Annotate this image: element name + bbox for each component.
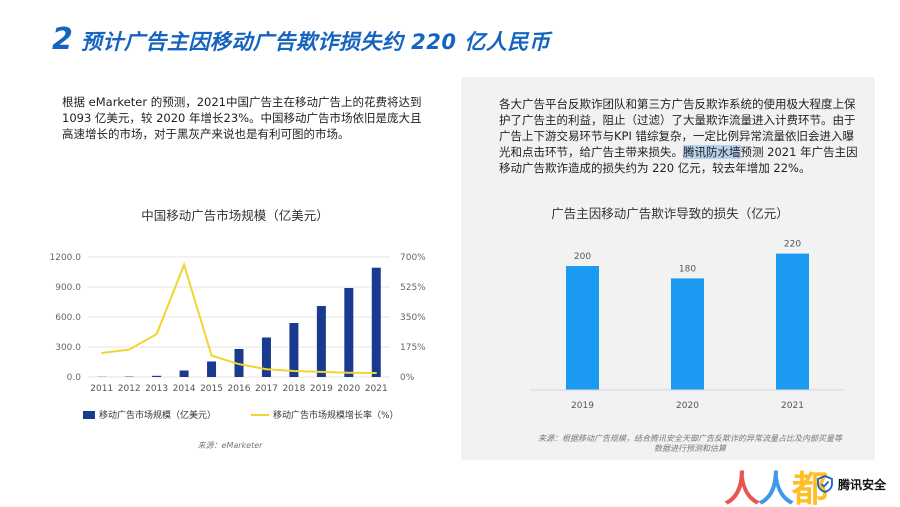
right-paragraph: 各大广告平台反欺诈团队和第三方广告反欺诈系统的使用极大程度上保护了广告主的利益，… <box>499 96 861 176</box>
page-title: 预计广告主因移动广告欺诈损失约 220 亿人民币 <box>80 30 551 54</box>
x-tick-label: 2015 <box>200 384 223 394</box>
right-axis-tick-label: 0% <box>400 373 415 383</box>
point-growth-rate <box>210 354 213 357</box>
legend-bar-label: 移动广告市场规模（亿美元） <box>99 411 217 421</box>
right-axis-tick-label: 700% <box>400 253 426 263</box>
point-growth-rate <box>320 371 323 373</box>
point-growth-rate <box>128 348 130 351</box>
data-label: 180 <box>679 264 696 274</box>
section-number: 2 <box>52 22 73 57</box>
headline: 2 预计广告主因移动广告欺诈损失约 220 亿人民币 <box>52 22 550 57</box>
watermark: 人人都 <box>724 469 828 507</box>
bar-market-size <box>207 361 217 377</box>
bar-market-size <box>289 323 299 377</box>
x-tick-label: 2017 <box>255 384 278 394</box>
point-growth-rate <box>265 368 268 371</box>
left-paragraph: 根据 eMarketer 的预测，2021中国广告主在移动广告上的花费将达到 1… <box>62 95 422 141</box>
shield-icon <box>817 475 833 493</box>
point-growth-rate <box>155 333 158 335</box>
bar-market-size <box>152 375 162 377</box>
x-tick-label: 2014 <box>173 384 196 394</box>
legend-bar-swatch <box>83 410 95 419</box>
right-paragraph-highlight: 腾讯防水墙 <box>683 145 741 159</box>
chart-title-market-size: 中国移动广告市场规模（亿美元） <box>141 208 329 223</box>
x-tick-label: 2021 <box>781 401 804 411</box>
right-paragraph-part1: 各大广告平台反欺诈团队和第三方广告反欺诈系统的使用极大程度上保护了广告主的利益，… <box>499 97 856 159</box>
x-tick-label: 2018 <box>282 384 305 394</box>
x-tick-label: 2021 <box>365 384 388 394</box>
legend-line-label: 移动广告市场规模增长率（%） <box>273 411 399 421</box>
bar-market-size <box>179 370 189 377</box>
point-growth-rate <box>348 371 350 374</box>
bar-market-size <box>344 288 354 377</box>
x-tick-label: 2012 <box>118 384 141 394</box>
bar-market-size <box>234 349 244 377</box>
bar-market-size <box>316 306 326 377</box>
legend-line: 移动广告市场规模增长率（%） <box>251 408 399 421</box>
right-axis-tick-label: 525% <box>400 283 426 293</box>
bar-fraud-loss <box>776 253 809 390</box>
x-tick-label: 2020 <box>676 401 699 411</box>
left-axis-tick-label: 300.0 <box>55 343 81 353</box>
left-axis-tick-label: 0.0 <box>67 373 82 383</box>
x-tick-label: 2016 <box>228 384 251 394</box>
x-tick-label: 2020 <box>337 384 360 394</box>
x-tick-label: 2011 <box>90 384 113 394</box>
left-axis-tick-label: 1200.0 <box>50 253 82 263</box>
point-growth-rate <box>238 363 240 365</box>
right-paragraph-part2: 预测 2021 年广告主因移动广告欺诈造成的损失约为 220 亿元，较去年增加 … <box>499 145 858 175</box>
legend-bar: 移动广告市场规模（亿美元） <box>83 408 216 421</box>
bar-fraud-loss <box>566 266 599 390</box>
chart-source-left: 来源：eMarketer <box>197 441 263 450</box>
left-axis-tick-label: 600.0 <box>55 313 81 323</box>
point-growth-rate <box>375 372 378 374</box>
right-axis-tick-label: 350% <box>400 313 426 323</box>
bar-market-size <box>371 267 381 377</box>
brand-logo: 腾讯安全 <box>816 475 886 493</box>
chart-source-right: 来源：根据移动广告规模，结合腾讯安全天御广告反欺诈的异常流量占比及内部买量等数据… <box>538 434 842 453</box>
data-label: 220 <box>784 240 801 250</box>
x-tick-label: 2019 <box>571 401 594 411</box>
data-label: 200 <box>574 252 591 262</box>
chart-title-fraud-loss: 广告主因移动广告欺诈导致的损失（亿元） <box>551 206 789 221</box>
point-growth-rate <box>183 263 185 266</box>
point-growth-rate <box>100 352 103 354</box>
right-axis-tick-label: 175% <box>400 343 426 353</box>
x-tick-label: 2013 <box>145 384 168 394</box>
x-tick-label: 2019 <box>310 384 333 394</box>
brand-name: 腾讯安全 <box>837 477 886 492</box>
bar-fraud-loss <box>671 278 704 390</box>
legend-line-swatch <box>251 413 269 416</box>
bar-market-size <box>261 337 271 377</box>
point-growth-rate <box>293 370 295 372</box>
left-axis-tick-label: 900.0 <box>55 283 81 293</box>
